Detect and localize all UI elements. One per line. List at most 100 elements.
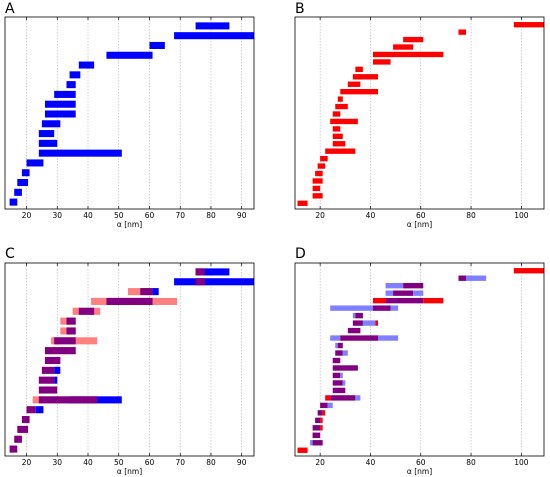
x-tick-label: 100 <box>514 211 529 220</box>
range-bar <box>320 155 328 162</box>
range-bar <box>312 178 323 184</box>
x-tick-label: 20 <box>22 458 32 467</box>
range-bar <box>393 44 414 50</box>
range-bar <box>195 22 230 30</box>
x-axis-label: α [nm] <box>117 220 142 229</box>
range-bar <box>78 61 95 69</box>
range-bar <box>355 66 363 73</box>
range-bar <box>44 100 76 108</box>
range-bar <box>362 320 376 326</box>
x-tick-label: 40 <box>83 211 93 220</box>
axes-frame <box>4 16 255 210</box>
range-bar <box>347 81 361 87</box>
x-tick-label: 70 <box>175 458 185 467</box>
range-bar <box>403 36 424 43</box>
x-tick-label: 20 <box>315 211 325 220</box>
range-bar <box>337 96 343 102</box>
range-bar <box>330 335 341 341</box>
range-bar <box>320 425 323 431</box>
range-bar <box>332 365 358 371</box>
range-bar <box>352 312 356 319</box>
range-bar <box>297 200 308 206</box>
x-tick-label: 40 <box>366 458 376 467</box>
range-bar <box>140 288 153 296</box>
axes-frame <box>4 262 255 457</box>
range-bar <box>385 297 424 304</box>
range-bar <box>310 440 313 446</box>
range-bar <box>66 317 76 325</box>
range-bar <box>352 320 363 326</box>
x-tick-label: 70 <box>175 211 185 220</box>
x-tick-label: 30 <box>52 211 62 220</box>
range-bar <box>149 41 165 49</box>
range-bar <box>335 103 348 110</box>
panel-d: 20 40 60 80 100 α [nm] D <box>294 246 545 476</box>
range-bar <box>340 89 378 95</box>
range-bar <box>174 32 254 40</box>
range-bar <box>38 386 58 394</box>
range-bar <box>26 159 44 167</box>
range-bar <box>152 288 159 296</box>
panel-label: D <box>295 246 306 262</box>
panel-c: 20 30 40 50 60 70 80 90 α [nm] C <box>4 246 255 476</box>
x-axis-label: α [nm] <box>407 467 432 476</box>
range-bar <box>38 396 70 404</box>
x-tick-label: 50 <box>114 458 124 467</box>
range-bar <box>513 268 544 274</box>
x-tick-label: 60 <box>145 211 155 220</box>
range-bar <box>332 372 341 379</box>
range-bar <box>335 350 343 356</box>
range-bar <box>14 435 22 443</box>
range-bar <box>41 120 61 128</box>
x-tick-label: 30 <box>52 458 62 467</box>
panel-label: A <box>5 1 15 17</box>
range-bar <box>106 297 153 305</box>
range-bar <box>21 169 30 177</box>
range-bar <box>330 118 358 125</box>
range-bar <box>312 193 323 199</box>
range-bar <box>403 283 424 289</box>
range-bar <box>174 278 254 286</box>
range-bar <box>38 139 58 147</box>
range-bar <box>337 342 343 349</box>
x-axis-label: α [nm] <box>117 467 142 476</box>
range-bar <box>325 395 331 401</box>
range-bar <box>315 170 323 177</box>
range-bar <box>312 425 321 431</box>
range-bar <box>315 417 321 424</box>
range-bar <box>54 376 58 384</box>
panel-a: 20 30 40 50 60 70 80 90 α [nm] A <box>4 1 255 229</box>
range-bar <box>372 305 391 311</box>
range-bar <box>355 395 361 401</box>
range-bar <box>332 357 341 364</box>
x-tick-label: 80 <box>206 458 216 467</box>
range-bar <box>9 198 18 206</box>
range-bar <box>44 110 76 118</box>
x-tick-label: 40 <box>366 211 376 220</box>
range-bar <box>317 163 326 169</box>
range-bar <box>332 111 341 117</box>
axes-frame <box>294 16 545 210</box>
range-bar <box>312 432 321 438</box>
range-bar <box>342 350 348 356</box>
range-bar <box>372 51 444 58</box>
range-bar <box>372 59 391 65</box>
range-bar <box>332 141 346 147</box>
x-tick-label: 40 <box>83 458 93 467</box>
x-axis-label: α [nm] <box>407 220 432 229</box>
panel-b: 20 40 60 80 100 α [nm] B <box>294 1 545 229</box>
range-bar <box>14 188 22 196</box>
range-bar <box>458 275 467 281</box>
range-bar <box>332 133 343 139</box>
x-tick-label: 60 <box>416 211 426 220</box>
range-bar <box>69 396 98 404</box>
x-tick-label: 100 <box>514 458 529 467</box>
x-tick-label: 80 <box>466 458 476 467</box>
panel-label: C <box>5 246 15 262</box>
x-tick-label: 50 <box>114 211 124 220</box>
range-bar <box>44 356 61 365</box>
x-tick-label: 20 <box>315 458 325 467</box>
range-bar <box>322 410 326 416</box>
panel-label: B <box>295 1 305 17</box>
range-bar <box>195 268 205 276</box>
